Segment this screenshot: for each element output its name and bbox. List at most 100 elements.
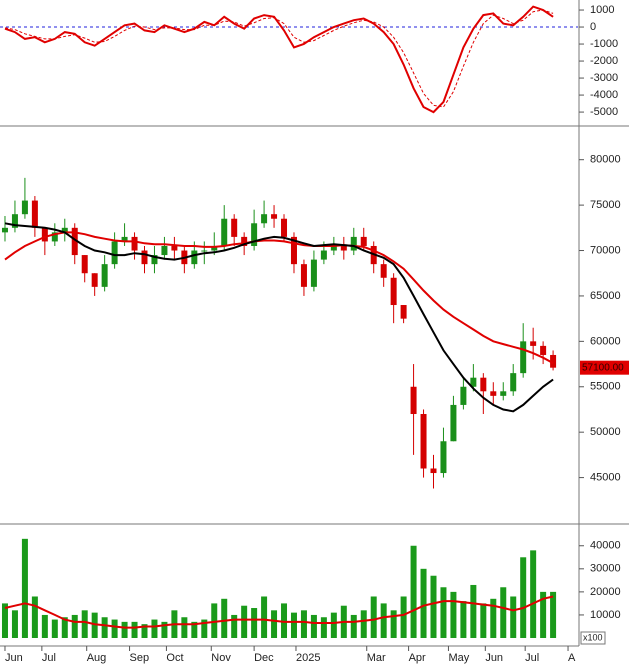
y-tick-label: -3000 [590, 72, 618, 84]
x-tick-label: Sep [130, 652, 150, 664]
candle-body [310, 259, 317, 287]
candle-body [470, 377, 477, 387]
volume-bar [310, 614, 317, 638]
candle-body [510, 373, 517, 392]
y-tick-label: 55000 [590, 381, 621, 393]
candle-body [460, 386, 467, 405]
x-tick-label: A [568, 652, 576, 664]
volume-bar [420, 568, 427, 638]
candle-body [201, 250, 208, 252]
volume-bar [290, 612, 297, 638]
candle-body [360, 236, 367, 246]
y-tick-label: -1000 [590, 38, 618, 50]
candle-body [21, 200, 28, 215]
unit-label: x100 [583, 632, 603, 642]
candle-body [490, 391, 497, 396]
volume-bar [71, 614, 78, 638]
candle-body [390, 277, 397, 306]
candle-body [330, 245, 337, 251]
volume-bar [370, 596, 377, 638]
x-tick-label: Dec [254, 652, 274, 664]
candle-body [480, 377, 487, 392]
candle-body [320, 250, 327, 260]
y-tick-label: 0 [590, 21, 596, 33]
volume-bar [450, 591, 457, 638]
volume-bar [480, 603, 487, 638]
candle-body [81, 255, 88, 274]
candle-body [141, 250, 148, 265]
volume-bar [540, 591, 547, 638]
y-tick-label: 40000 [590, 540, 621, 552]
candle-body [131, 236, 138, 251]
volume-bar [550, 591, 557, 638]
volume-bar [440, 587, 447, 638]
volume-bar [520, 557, 527, 638]
candle-body [231, 218, 238, 237]
y-tick-label: -5000 [590, 106, 618, 118]
candle-body [281, 218, 288, 237]
candle-body [530, 341, 537, 346]
volume-bar [261, 596, 268, 638]
candle-body [211, 245, 218, 251]
candle-body [91, 273, 98, 287]
candle-body [241, 236, 248, 246]
candle-body [151, 255, 158, 265]
volume-bar [500, 587, 507, 638]
candle-body [400, 305, 407, 319]
candle-body [111, 241, 118, 265]
volume-bar [101, 617, 108, 638]
y-tick-label: 75000 [590, 199, 621, 211]
price-label: 57100.00 [582, 362, 624, 373]
volume-bar [360, 610, 367, 638]
candle-body [430, 468, 437, 474]
volume-bar [430, 575, 437, 638]
y-tick-label: 45000 [590, 471, 621, 483]
ma-line [4, 595, 554, 629]
candle-body [31, 200, 38, 228]
volume-bar [510, 596, 517, 638]
volume-bar [111, 619, 118, 638]
x-tick-label: Nov [211, 652, 231, 664]
candle-body [540, 345, 547, 355]
x-tick-label: Oct [166, 652, 183, 664]
candle-body [11, 214, 18, 228]
candle-body [121, 236, 128, 242]
volume-bar [211, 603, 218, 638]
volume-bar [61, 617, 68, 638]
volume-bar [410, 545, 417, 638]
volume-bar [330, 612, 337, 638]
candle-body [340, 245, 347, 251]
x-tick-label: Apr [409, 652, 426, 664]
volume-bar [201, 619, 208, 638]
y-tick-label: -2000 [590, 55, 618, 67]
candle-body [410, 386, 417, 415]
volume-bar [530, 550, 537, 638]
y-tick-label: -4000 [590, 89, 618, 101]
unit-box [580, 631, 606, 645]
volume-bar [221, 598, 228, 638]
candle-body [221, 218, 228, 246]
price-label-box [580, 360, 629, 375]
candle-body [350, 236, 357, 251]
candle-body [61, 227, 68, 233]
volume-bar [81, 610, 88, 638]
ma-line [4, 222, 554, 413]
x-tick-label: May [448, 652, 469, 664]
y-tick-label: 20000 [590, 586, 621, 598]
x-tick-label: Jun [485, 652, 503, 664]
volume-bar [191, 621, 198, 638]
candle-body [500, 391, 507, 396]
candle-body [261, 214, 268, 224]
candle-body [51, 232, 58, 242]
volume-bar [151, 619, 158, 638]
volume-bar [251, 608, 258, 638]
volume-bar [1, 603, 8, 638]
volume-bar [380, 603, 387, 638]
candle-body [520, 341, 527, 374]
volume-bar [241, 605, 248, 638]
volume-bar [31, 596, 38, 638]
candle-body [41, 227, 48, 242]
volume-bar [350, 614, 357, 638]
candle-body [420, 414, 427, 469]
